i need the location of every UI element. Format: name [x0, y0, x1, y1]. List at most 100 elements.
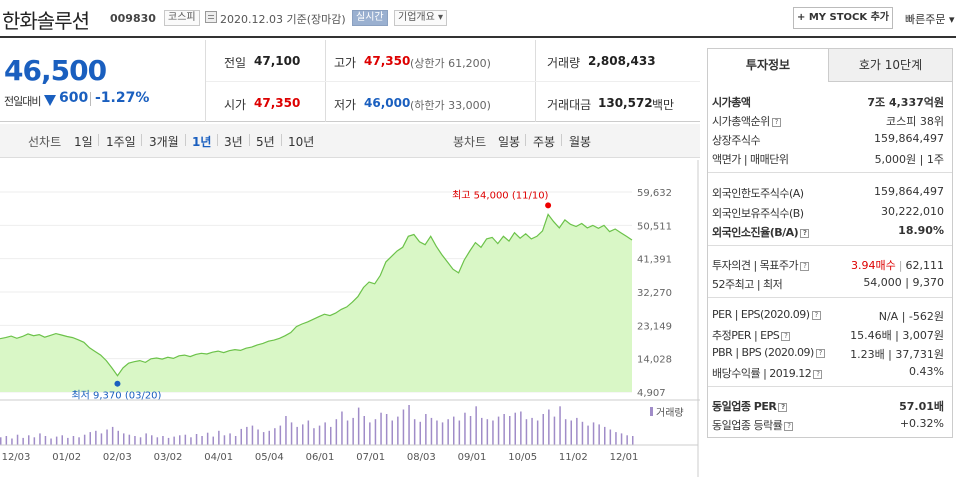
- volume-bar: [111, 426, 114, 445]
- help-icon[interactable]: ?: [800, 228, 810, 238]
- volume-bar: [604, 426, 606, 445]
- high-marker: [545, 202, 552, 209]
- help-icon[interactable]: ?: [811, 310, 821, 320]
- industry-per-value: 57.01배: [899, 400, 944, 413]
- help-icon[interactable]: ?: [813, 369, 823, 379]
- volume-bar: [28, 435, 30, 445]
- help-icon[interactable]: ?: [784, 421, 794, 431]
- low-value: 46,000: [364, 96, 411, 110]
- volume-bar: [626, 435, 628, 445]
- foreign-limit-label: 외국인한도주식수(A): [712, 187, 804, 200]
- volume-bar: [324, 422, 326, 445]
- realtime-button[interactable]: 실시간: [352, 10, 388, 26]
- market-badge: 코스피: [164, 10, 200, 26]
- volume-bar: [570, 420, 572, 445]
- tab-1day[interactable]: 1일: [74, 135, 93, 149]
- price-chart[interactable]: 59,632 50,511 41,391 32,270 23,149 14,028 4,90…: [0, 160, 700, 477]
- tab-5year[interactable]: 5년: [256, 135, 275, 149]
- add-mystock-button[interactable]: + MY STOCK 추가: [793, 7, 893, 29]
- price-line: [0, 213, 633, 377]
- volume-bar: [503, 414, 505, 445]
- price-summary: [0, 40, 700, 122]
- tab-invest-info[interactable]: 투자정보: [708, 49, 828, 82]
- tab-hoga[interactable]: 호가 10단계: [828, 49, 952, 82]
- help-icon[interactable]: ?: [781, 331, 791, 341]
- volume-bar: [481, 417, 483, 445]
- tab-3year[interactable]: 3년: [224, 135, 243, 149]
- tab-weekly-candle[interactable]: 주봉: [533, 135, 556, 149]
- volume-bar: [576, 417, 578, 445]
- volume-bar: [559, 406, 561, 445]
- volume-bar: [16, 434, 19, 445]
- volume-bar: [274, 428, 276, 445]
- volume-bar: [100, 433, 103, 445]
- volume-bar: [425, 414, 427, 445]
- volume-bar: [11, 438, 13, 445]
- volume-bar: [212, 436, 214, 445]
- help-icon[interactable]: ?: [771, 117, 781, 127]
- y-tick-label: 50,511: [637, 221, 672, 232]
- x-tick-label: 09/01: [458, 452, 487, 463]
- volume-bar: [117, 430, 119, 445]
- divider: [708, 172, 952, 173]
- volume-bar: [497, 416, 500, 445]
- tab-1year[interactable]: 1년: [192, 135, 212, 149]
- volume-bar: [330, 426, 332, 445]
- line-chart-label: 선차트: [28, 135, 62, 149]
- volume-bar: [229, 433, 231, 445]
- price-change-pct: -1.27%: [95, 90, 150, 106]
- volume-bar: [436, 420, 438, 445]
- foreign-hold-label: 외국인보유주식수(B): [712, 207, 804, 220]
- corp-overview-dropdown[interactable]: 기업개요 ▾: [394, 10, 447, 26]
- high-annotation: 최고 54,000 (11/10): [452, 189, 548, 201]
- help-icon[interactable]: ?: [800, 261, 810, 271]
- volume-bar: [218, 430, 220, 445]
- y-tick-label: 23,149: [637, 321, 672, 332]
- tab-daily-candle[interactable]: 일봉: [498, 135, 521, 149]
- volume-bar: [151, 435, 153, 445]
- divider: [185, 134, 186, 146]
- divider: [141, 134, 142, 146]
- industry-change-label: 동일업종 등락률?: [712, 417, 794, 433]
- opinion-label: 투자의견 | 목표주가?: [712, 257, 810, 273]
- quick-order-dropdown[interactable]: 빠른주문 ▾: [905, 13, 955, 26]
- volume-bar: [464, 412, 466, 445]
- volume-legend: 거래량: [656, 407, 684, 419]
- tab-1week[interactable]: 1주일: [106, 135, 136, 149]
- low-annotation: 최저 9,370 (03/20): [71, 390, 161, 402]
- x-tick-label: 03/02: [154, 452, 183, 463]
- volume-bar: [123, 433, 125, 445]
- tab-3month[interactable]: 3개월: [149, 135, 179, 149]
- foreign-hold-value: 30,222,010: [881, 205, 944, 218]
- volume-bar: [620, 433, 623, 445]
- volume-bar: [78, 437, 80, 445]
- divider: [90, 92, 91, 106]
- upper-limit: (상한가 61,200): [410, 57, 491, 70]
- tab-monthly-candle[interactable]: 월봉: [569, 135, 592, 149]
- volume-bar: [486, 419, 489, 445]
- help-icon[interactable]: ?: [778, 402, 788, 412]
- y-tick-label: 59,632: [637, 188, 672, 199]
- x-tick-label: 11/02: [559, 452, 588, 463]
- high-value: 47,350: [364, 54, 411, 68]
- volume-bar: [318, 425, 321, 445]
- calendar-icon: [205, 11, 217, 23]
- volume-value: 2,808,433: [588, 54, 656, 68]
- amount-unit: 백만: [652, 98, 675, 112]
- volume-bar: [173, 436, 175, 445]
- volume-bar: [279, 425, 282, 445]
- volume-bar: [262, 432, 265, 445]
- volume-bar: [179, 435, 181, 445]
- volume-bar: [598, 424, 600, 445]
- low-marker: [114, 380, 121, 387]
- price-area: [0, 214, 632, 392]
- tab-10year[interactable]: 10년: [288, 135, 315, 149]
- volume-bar: [531, 417, 533, 445]
- volume-bar: [492, 420, 494, 445]
- open-label: 시가: [224, 98, 247, 112]
- volume-bar: [397, 416, 399, 445]
- market-cap-rank-value: 코스피 38위: [886, 115, 944, 128]
- help-icon[interactable]: ?: [815, 348, 825, 358]
- est-per-eps-label: 추정PER | EPS?: [712, 327, 791, 343]
- x-tick-label: 07/01: [356, 452, 385, 463]
